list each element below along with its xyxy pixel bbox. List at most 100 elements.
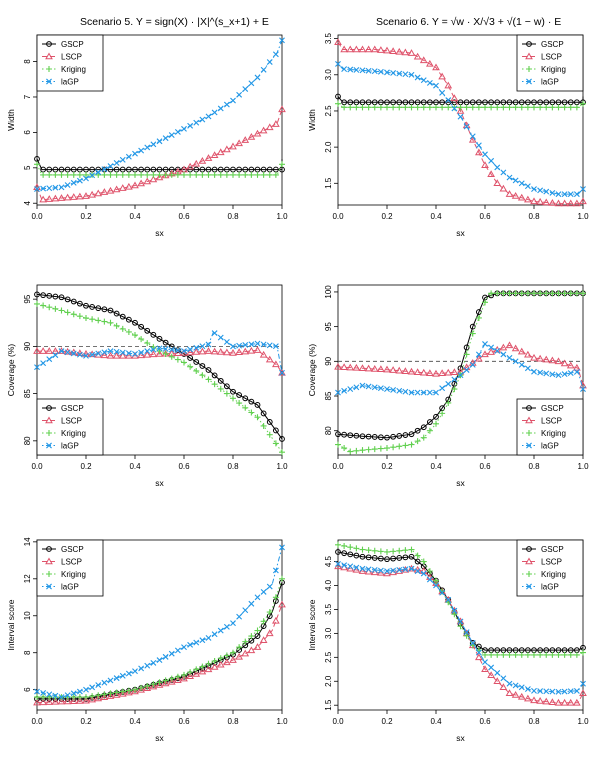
legend-marker	[526, 583, 532, 590]
data-point	[205, 113, 212, 120]
data-point	[408, 71, 415, 78]
data-point	[230, 395, 236, 402]
data-point	[401, 48, 410, 56]
data-point	[131, 181, 139, 189]
data-point	[456, 106, 465, 114]
data-point	[156, 657, 163, 664]
data-point	[223, 658, 231, 666]
data-point	[168, 650, 175, 657]
data-point	[506, 680, 513, 687]
plot-frame	[337, 539, 584, 711]
data-point	[414, 427, 421, 434]
data-point	[40, 360, 47, 367]
data-point	[512, 682, 519, 689]
data-point	[253, 129, 262, 137]
data-point	[488, 651, 495, 658]
data-point	[420, 77, 427, 84]
data-point	[457, 365, 464, 372]
data-point	[487, 348, 495, 355]
data-point	[560, 359, 569, 367]
chart-s5-width: 0.0 0.2 0.4 0.6 0.8 1.0 4 5 6 7 8 sx Width GSCP LSCP Kr…	[6, 34, 288, 238]
data-point	[359, 553, 366, 560]
data-point	[560, 199, 569, 207]
data-point	[58, 348, 65, 355]
data-point	[335, 100, 341, 107]
x-tick-label: 0.0	[31, 212, 43, 221]
data-point	[433, 389, 439, 396]
data-point	[531, 290, 537, 297]
series-line	[337, 563, 584, 693]
legend: GSCP LSCP Kriging laGP	[516, 539, 584, 597]
legend-label: Kriging	[541, 429, 566, 438]
data-point	[481, 350, 489, 358]
data-point	[76, 177, 83, 184]
data-point	[414, 558, 421, 565]
data-point	[217, 334, 224, 341]
plot-frame	[337, 284, 584, 456]
data-point	[457, 104, 464, 111]
data-point	[125, 182, 133, 190]
data-point	[499, 683, 508, 691]
data-point	[499, 343, 508, 351]
data-point	[125, 316, 132, 323]
y-axis-label: Width	[307, 109, 317, 131]
data-point	[265, 123, 274, 131]
data-point	[573, 199, 581, 207]
data-point	[236, 171, 243, 178]
data-point	[573, 290, 580, 297]
data-point	[101, 679, 108, 686]
data-point	[457, 618, 464, 625]
data-point	[155, 681, 164, 688]
data-point	[365, 383, 372, 390]
data-point	[340, 363, 348, 370]
legend: GSCP LSCP Kriging laGP	[516, 34, 584, 92]
data-point	[500, 351, 507, 358]
data-point	[278, 600, 286, 608]
data-point	[40, 171, 47, 178]
data-point	[517, 193, 526, 201]
data-point	[248, 409, 255, 416]
data-point	[223, 348, 231, 356]
data-point	[426, 568, 433, 575]
y-tick-label: 85	[23, 389, 32, 398]
data-point	[248, 398, 255, 405]
data-point	[52, 352, 59, 359]
data-point	[34, 364, 40, 371]
data-point	[150, 681, 157, 688]
data-point	[371, 434, 378, 440]
data-point	[561, 371, 568, 378]
x-tick-label: 0.4	[430, 212, 442, 221]
data-point	[518, 180, 525, 187]
plot-frame	[337, 34, 584, 206]
legend-label: LSCP	[61, 558, 82, 567]
series-lagp	[335, 60, 586, 198]
data-point	[230, 388, 236, 395]
x-tick-label: 0.2	[381, 462, 393, 471]
data-point	[39, 698, 47, 706]
data-point	[52, 692, 59, 699]
data-point	[143, 350, 152, 358]
data-point	[566, 698, 575, 706]
data-point	[119, 349, 126, 356]
data-point	[469, 330, 476, 337]
data-point	[463, 632, 470, 639]
data-point	[567, 651, 574, 658]
data-point	[402, 442, 409, 449]
legend-label: GSCP	[541, 40, 564, 49]
legend-marker	[46, 442, 52, 449]
y-axis-label: Width	[6, 109, 16, 131]
data-point	[266, 419, 273, 425]
data-point	[236, 613, 243, 620]
data-point	[89, 351, 96, 358]
data-point	[119, 672, 126, 679]
legend-label: Kriging	[541, 65, 566, 74]
series-lagp	[335, 561, 586, 695]
data-point	[63, 193, 72, 201]
data-point	[396, 555, 403, 561]
data-point	[353, 104, 360, 111]
data-point	[549, 371, 556, 378]
data-point	[199, 637, 206, 644]
data-point	[511, 691, 520, 698]
data-point	[469, 640, 476, 646]
data-point	[439, 410, 446, 417]
